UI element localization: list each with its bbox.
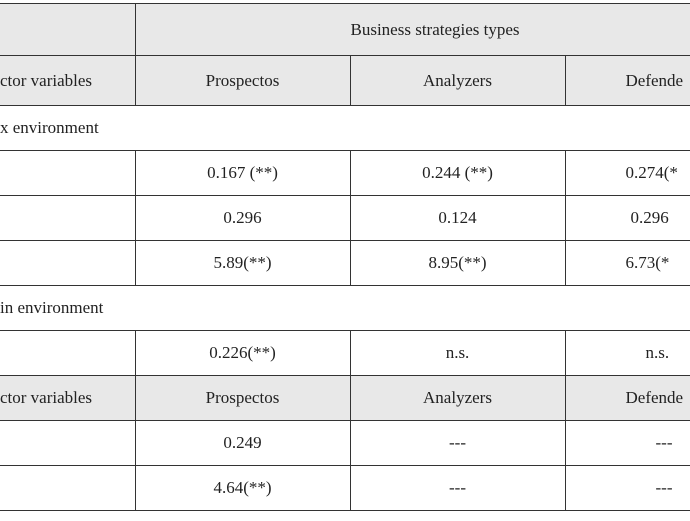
page: Business strategies types ctor variables… [0, 3, 690, 521]
cell: --- [349, 420, 565, 466]
header-row: ctor variables Prospectos Analyzers Defe… [0, 55, 690, 106]
section-title: x environment [0, 105, 690, 151]
column-header: Analyzers [349, 55, 565, 106]
cell [0, 3, 135, 56]
section-title: in environment [0, 285, 690, 331]
cell: 0.226(**) [134, 330, 350, 376]
row: 5.89(**) 8.95(**) 6.73(* [0, 240, 690, 286]
cell: 8.95(**) [349, 240, 565, 286]
cell [0, 150, 135, 196]
cell: 5.89(**) [134, 240, 350, 286]
results-table: Business strategies types ctor variables… [0, 3, 690, 511]
cell: 0.124 [349, 195, 565, 241]
group-header: Business strategies types [134, 3, 690, 56]
column-header: ctor variables [0, 375, 135, 421]
column-header: Defende [564, 55, 690, 106]
cell: n.s. [564, 330, 690, 376]
column-header: Prospectos [134, 55, 350, 106]
cell: 0.167 (**) [134, 150, 350, 196]
row: 0.296 0.124 0.296 [0, 195, 690, 241]
cell: 0.244 (**) [349, 150, 565, 196]
header-row: Business strategies types [0, 3, 690, 56]
cell: 0.296 [134, 195, 350, 241]
section-row: x environment [0, 105, 690, 151]
cell: 0.274(* [564, 150, 690, 196]
row: 0.167 (**) 0.244 (**) 0.274(* [0, 150, 690, 196]
cell: 4.64(**) [134, 465, 350, 511]
row: 0.249 --- --- [0, 420, 690, 466]
column-header: Prospectos [134, 375, 350, 421]
section-row: in environment [0, 285, 690, 331]
row: 0.226(**) n.s. n.s. [0, 330, 690, 376]
header-row: ctor variables Prospectos Analyzers Defe… [0, 375, 690, 421]
cell [0, 330, 135, 376]
cell [0, 420, 135, 466]
cell [0, 240, 135, 286]
row: 4.64(**) --- --- [0, 465, 690, 511]
cell: --- [564, 420, 690, 466]
column-header: Analyzers [349, 375, 565, 421]
cell: n.s. [349, 330, 565, 376]
column-header: ctor variables [0, 55, 135, 106]
cell: 0.296 [564, 195, 690, 241]
cell [0, 465, 135, 511]
cell: --- [349, 465, 565, 511]
cell [0, 195, 135, 241]
cell: --- [564, 465, 690, 511]
column-header: Defende [564, 375, 690, 421]
cell: 0.249 [134, 420, 350, 466]
cell: 6.73(* [564, 240, 690, 286]
